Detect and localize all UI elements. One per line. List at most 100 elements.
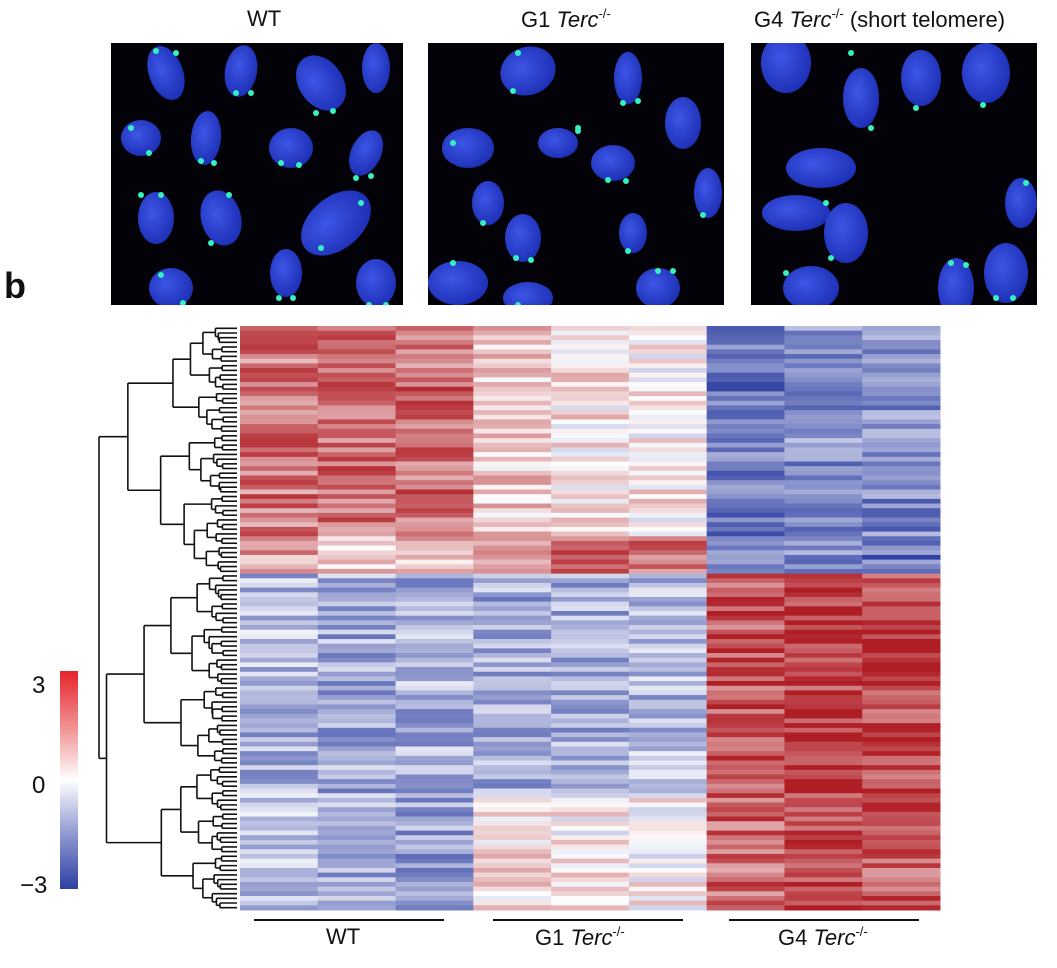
- heatmap-cell: [862, 746, 941, 752]
- heatmap-cell: [473, 400, 552, 406]
- heatmap-cell: [473, 900, 552, 906]
- heatmap-cell: [784, 610, 863, 617]
- heatmap-cell: [706, 867, 785, 874]
- heatmap-cell: [395, 788, 474, 794]
- heatmap-cell: [862, 610, 941, 617]
- heatmap-cell: [395, 634, 474, 640]
- heatmap-cell: [628, 344, 708, 350]
- heatmap-cell: [240, 853, 319, 860]
- heatmap-cell: [862, 582, 941, 589]
- heatmap-cell: [473, 545, 552, 551]
- heatmap-cell: [551, 835, 630, 841]
- heatmap-cell: [551, 494, 630, 500]
- heatmap-cell: [395, 508, 474, 514]
- heatmap-cell: [862, 592, 941, 598]
- heatmap-cell: [784, 657, 863, 663]
- heatmap-cell: [395, 358, 474, 364]
- heatmap-cell: [862, 508, 941, 514]
- heatmap-cell: [706, 452, 785, 458]
- heatmap-cell: [317, 723, 397, 729]
- heatmap-cell: [862, 900, 941, 906]
- heatmap-cell: [395, 863, 474, 869]
- heatmap-cell: [784, 391, 863, 397]
- heatmap-cell: [473, 807, 552, 813]
- heatmap-cell: [240, 349, 319, 355]
- heatmap-cell: [317, 400, 397, 406]
- heatmap-cell: [628, 550, 708, 556]
- heatmap-cell: [784, 709, 863, 715]
- heatmap-cell: [395, 596, 474, 603]
- heatmap-cell: [628, 470, 708, 477]
- heatmap-cell: [473, 456, 552, 462]
- heatmap-cell: [240, 508, 319, 514]
- heatmap-cell: [317, 849, 397, 855]
- heatmap-cell: [706, 779, 785, 785]
- heatmap-cell: [628, 568, 708, 575]
- heatmap-cell: [395, 629, 474, 635]
- heatmap-cell: [628, 578, 708, 584]
- heatmap-cell: [628, 774, 708, 780]
- heatmap-cell: [551, 881, 630, 888]
- heatmap-cell: [317, 396, 397, 402]
- heatmap-cell: [240, 475, 319, 481]
- heatmap-cell: [395, 498, 474, 505]
- heatmap-cell: [395, 779, 474, 785]
- heatmap-cell: [395, 821, 474, 827]
- heatmap-cell: [862, 872, 941, 878]
- heatmap-cell: [551, 554, 630, 561]
- heatmap-cell: [784, 405, 863, 411]
- heatmap-cell: [628, 377, 708, 383]
- heatmap-cell: [706, 667, 785, 673]
- heatmap-cell: [862, 400, 941, 406]
- heatmap-cell: [862, 470, 941, 477]
- heatmap-cell: [628, 858, 708, 864]
- heatmap-cell: [862, 765, 941, 771]
- heatmap-cell: [240, 498, 319, 505]
- heatmap-cell: [395, 895, 474, 902]
- heatmap-cell: [551, 512, 630, 519]
- heatmap-cell: [628, 554, 708, 561]
- heatmap-cell: [395, 657, 474, 663]
- heatmap-cell: [862, 699, 941, 705]
- heatmap-cell: [240, 335, 319, 341]
- heatmap-cell: [628, 340, 708, 346]
- heatmap-cell: [784, 667, 863, 673]
- heatmap-cell: [240, 559, 319, 565]
- heatmap-cell: [551, 713, 630, 719]
- heatmap-cell: [628, 526, 708, 533]
- heatmap-cell: [395, 452, 474, 458]
- heatmap-cell: [628, 671, 708, 677]
- heatmap-cell: [395, 442, 474, 448]
- heatmap-cell: [706, 484, 785, 491]
- heatmap-cell: [551, 779, 630, 785]
- heatmap-cell: [862, 377, 941, 383]
- heatmap-cell: [240, 718, 319, 724]
- heatmap-cell: [395, 751, 474, 757]
- heatmap-cell: [473, 550, 552, 556]
- heatmap-cell: [628, 867, 708, 874]
- heatmap-cell: [628, 727, 708, 733]
- heatmap-cell: [784, 797, 863, 804]
- heatmap-cell: [628, 877, 708, 883]
- heatmap-cell: [240, 807, 319, 813]
- heatmap-cell: [317, 349, 397, 355]
- heatmap-cell: [551, 639, 630, 645]
- heatmap-cell: [317, 881, 397, 888]
- heatmap-cell: [628, 783, 708, 790]
- heatmap-cell: [551, 615, 630, 621]
- heatmap-cell: [706, 358, 785, 364]
- heatmap-cell: [473, 681, 552, 687]
- heatmap-cell: [473, 349, 552, 355]
- heatmap-cell: [862, 396, 941, 402]
- heatmap-cell: [240, 662, 319, 668]
- micrograph-title-wt: WT: [247, 6, 281, 32]
- heatmap-cell: [473, 643, 552, 649]
- heatmap-cell: [473, 690, 552, 696]
- heatmap-cell: [551, 368, 630, 374]
- heatmap-cell: [628, 522, 708, 528]
- heatmap-cell: [317, 765, 397, 771]
- heatmap-cell: [784, 410, 863, 416]
- heatmap-cell: [706, 872, 785, 878]
- heatmap-cell: [317, 540, 397, 547]
- heatmap-cell: [473, 718, 552, 724]
